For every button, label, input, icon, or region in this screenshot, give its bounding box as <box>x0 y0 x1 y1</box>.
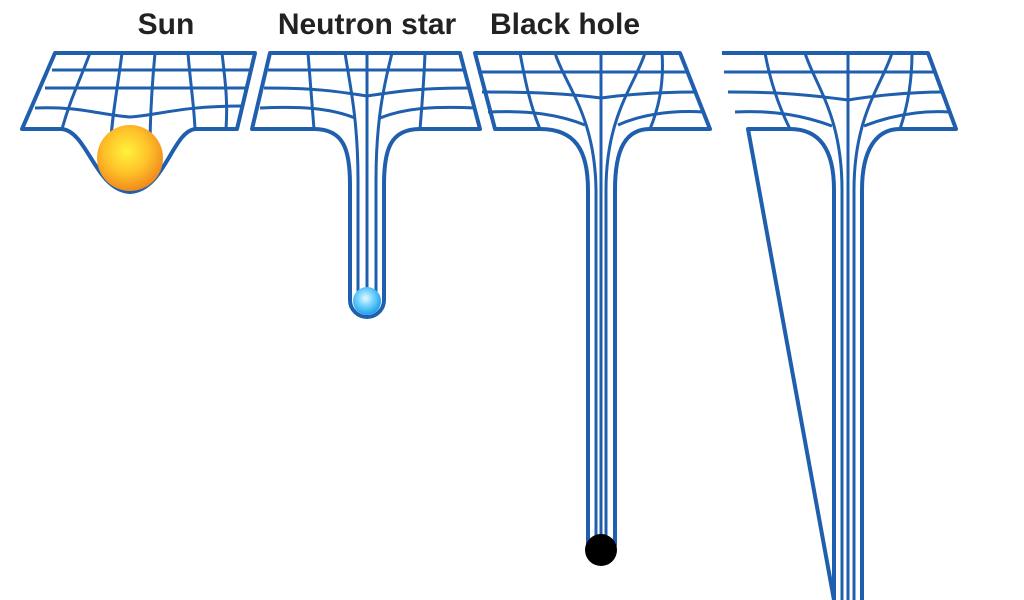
panel-sun <box>20 51 257 194</box>
neutron-star-sheet-outline <box>250 51 482 319</box>
sun-icon <box>97 125 163 191</box>
unlabeled-sheet-outline <box>722 51 958 600</box>
label-sun: Sun <box>137 8 195 41</box>
panel-unlabeled <box>722 51 958 600</box>
panel-neutron-star <box>250 51 482 319</box>
black-hole-sheet-outline <box>473 51 712 547</box>
sun-sheet-outline <box>20 51 257 194</box>
neutron-star-icon <box>353 287 381 315</box>
label-neutron-star: Neutron star <box>277 8 457 41</box>
panel-black-hole <box>473 51 712 547</box>
label-black-hole: Black hole <box>489 8 641 41</box>
black-hole-icon <box>585 534 617 566</box>
